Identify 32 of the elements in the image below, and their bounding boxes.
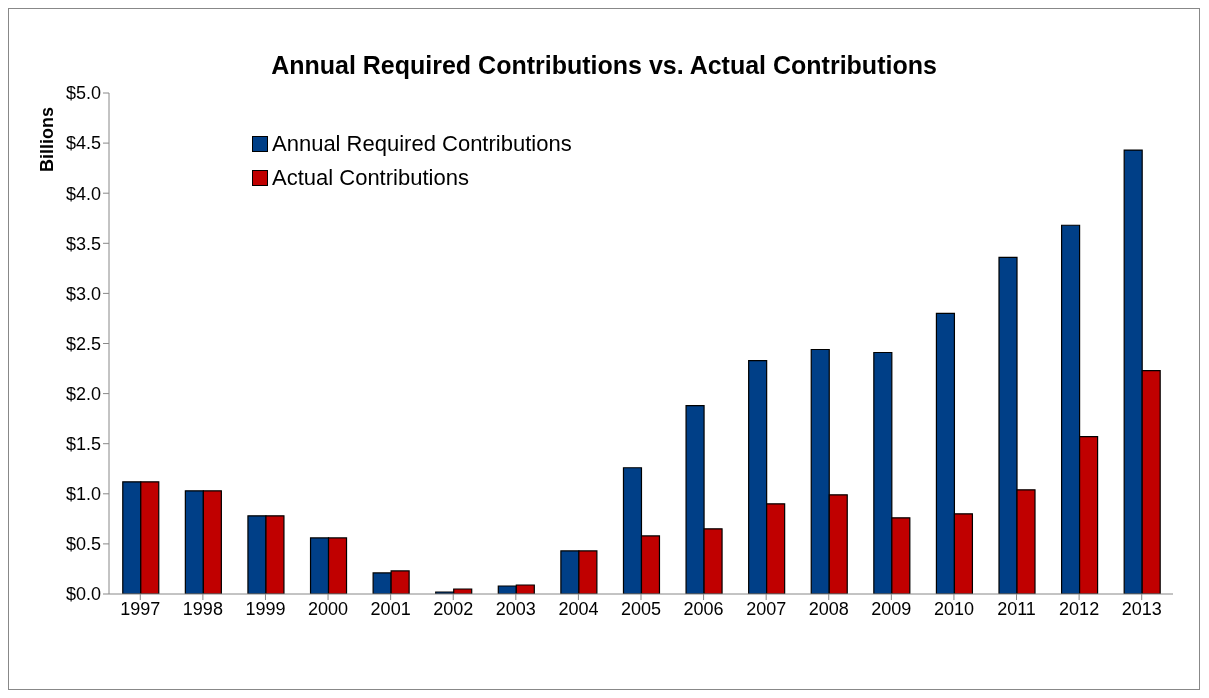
x-tick-label: 2010 [933, 598, 974, 619]
x-tick-label: 2002 [433, 598, 474, 619]
x-tick-label: 2006 [683, 598, 724, 619]
y-axis-title: Billions [36, 106, 58, 172]
x-tick-label: 2008 [808, 598, 849, 619]
y-tick-label: $1.0 [65, 484, 101, 505]
x-tick-label: 2004 [558, 598, 599, 619]
y-tick-label: $4.0 [65, 183, 101, 204]
y-tick-label: $2.5 [65, 333, 101, 354]
x-tick-label: 2011 [997, 598, 1036, 619]
y-tick-label: $5.0 [65, 83, 101, 104]
x-tick-label: 2005 [620, 598, 662, 619]
x-tick-label: 1998 [182, 598, 223, 619]
x-tick-label: 2013 [1121, 598, 1162, 619]
legend-label: Actual Contributions [272, 164, 469, 192]
x-tick-label: 2001 [370, 598, 411, 619]
y-tick-label: $3.5 [65, 233, 101, 254]
y-tick-label: $0.0 [65, 584, 101, 605]
y-tick-label: $3.0 [65, 283, 101, 304]
y-tick-label: $0.5 [65, 534, 101, 555]
x-tick-label: 2009 [871, 598, 912, 619]
x-tick-label: 1999 [245, 598, 286, 619]
y-tick-label: $2.0 [65, 383, 101, 404]
x-tick-label: 2003 [495, 598, 536, 619]
x-tick-label: 2007 [746, 598, 787, 619]
y-tick-label: $1.5 [65, 434, 101, 455]
y-tick-label: $4.5 [65, 133, 101, 154]
legend-label: Annual Required Contributions [272, 130, 572, 158]
x-tick-label: 1997 [120, 598, 161, 619]
chart-title: Annual Required Contributions vs. Actual Contributions [270, 51, 938, 80]
x-tick-label: 2012 [1059, 598, 1100, 619]
x-tick-label: 2000 [308, 598, 349, 619]
